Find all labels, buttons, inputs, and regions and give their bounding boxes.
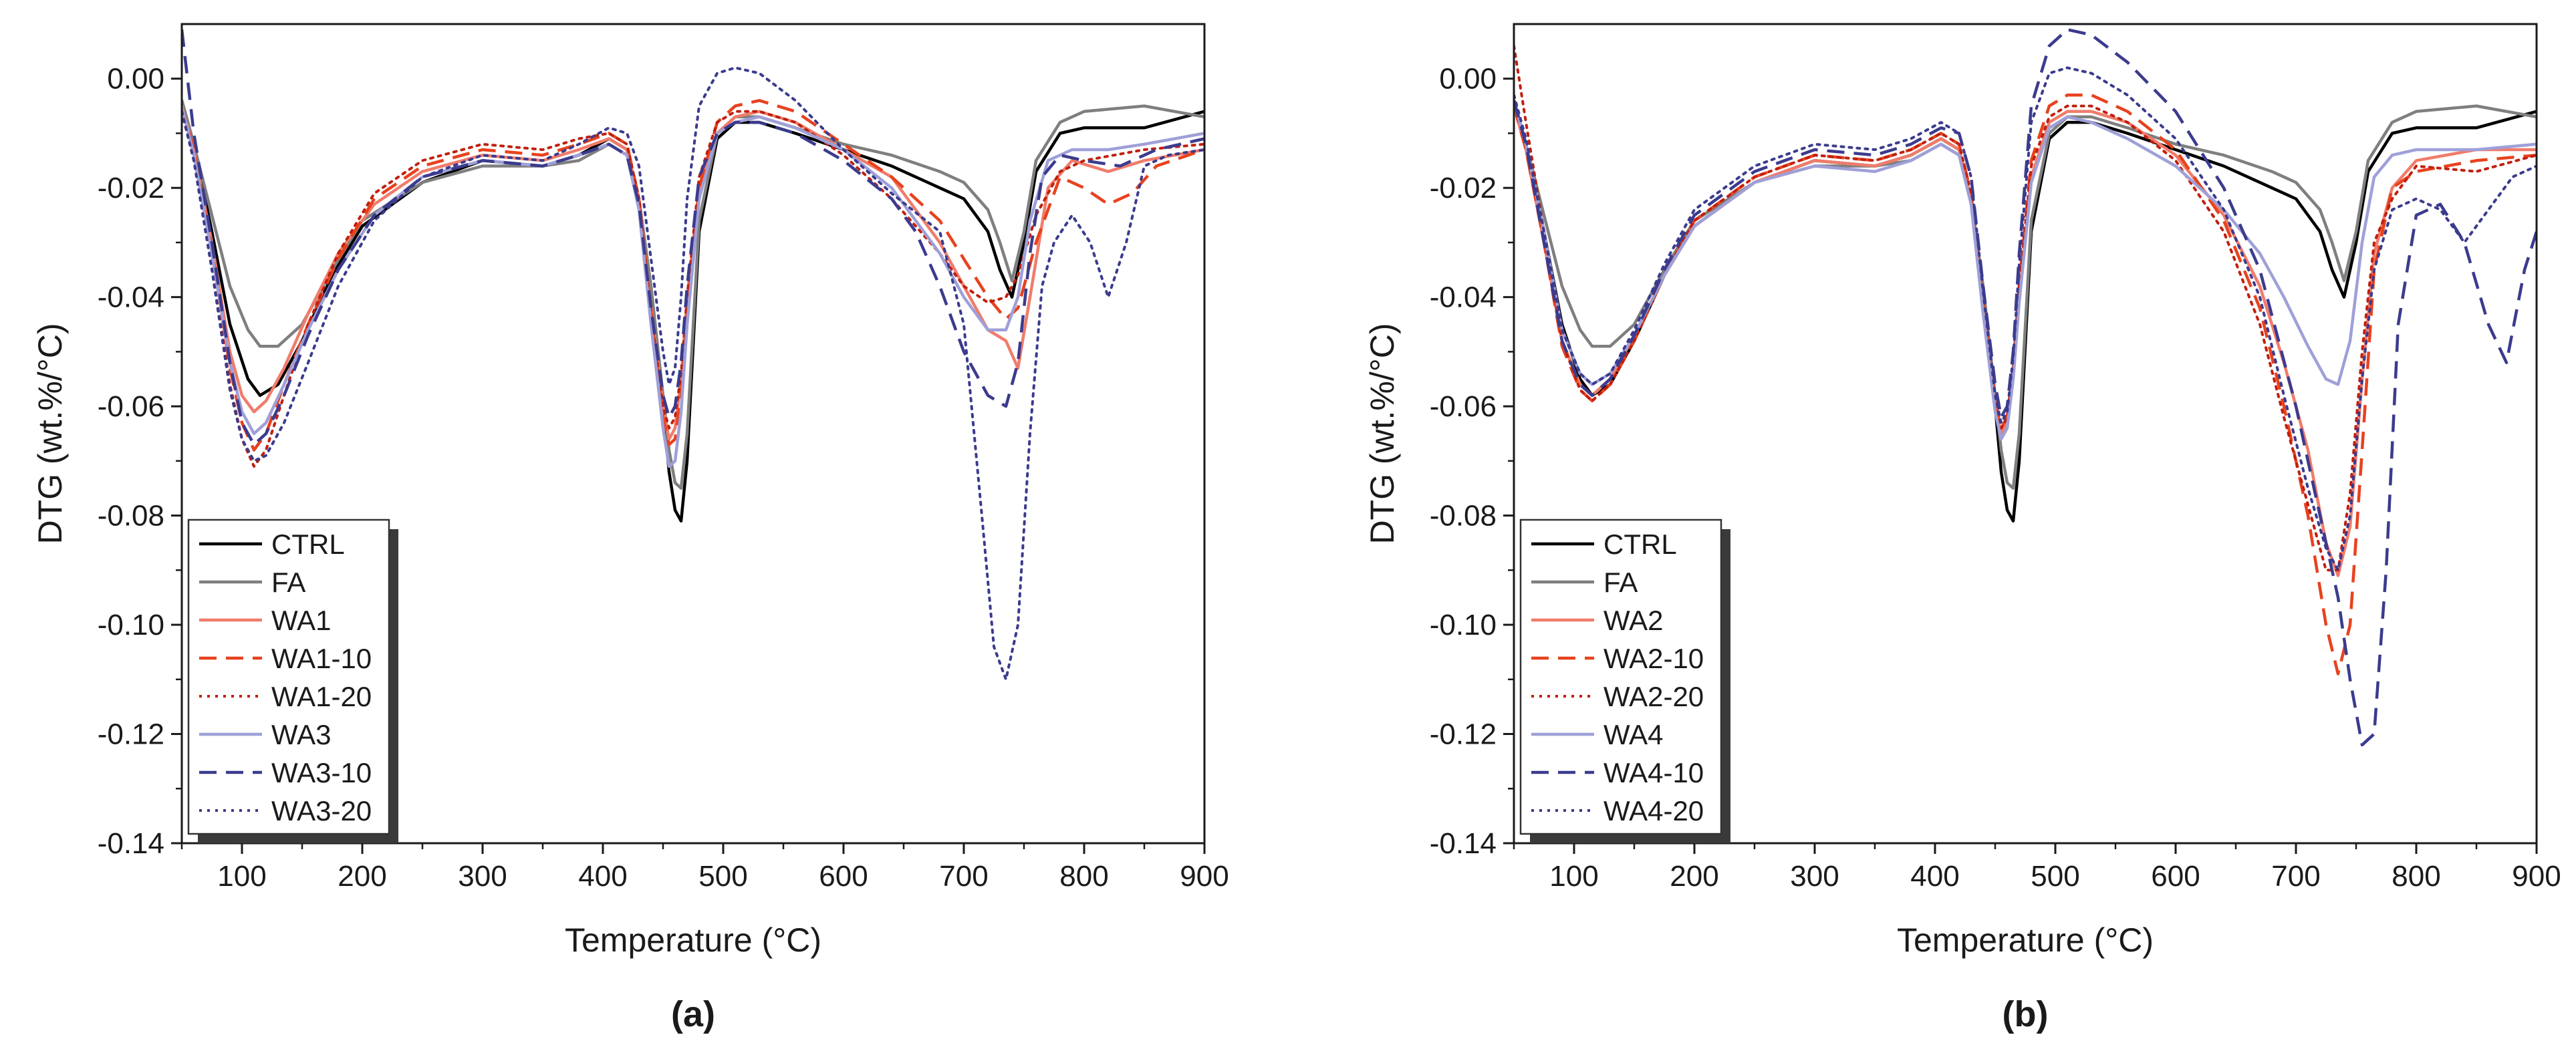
y-tick-label: -0.06: [1430, 390, 1497, 423]
series-line-ctrl: [182, 99, 1204, 523]
y-tick-label: -0.04: [1430, 281, 1497, 314]
legend: CTRL FA WA1 WA1-10 WA1-20 WA3 WA3-10 WA3-20: [187, 518, 398, 843]
y-tick-label: -0.08: [1430, 500, 1497, 533]
panel-b: 100 200 300 400 500 600 700 800 900 0.00 -0.02 -0.0…: [1364, 23, 2561, 1034]
plot-frame: [1513, 23, 2538, 845]
plot-frame: [180, 23, 1206, 845]
series-line-wa1-20: [182, 110, 1204, 468]
x-tick-label: 800: [1059, 860, 1108, 893]
legend-label: WA4-20: [1603, 795, 1704, 827]
x-tick-label: 200: [1670, 860, 1718, 893]
series-group: [182, 29, 1204, 681]
series-line-wa3-10: [182, 29, 1204, 446]
legend-label: WA3-10: [271, 757, 372, 788]
series-line-fa: [1514, 99, 2537, 490]
series-line-wa3-20: [182, 66, 1204, 681]
x-tick-label: 700: [939, 860, 988, 893]
y-tick-label: -0.12: [1430, 718, 1497, 751]
x-tick-label: 800: [2392, 860, 2440, 893]
series-line-wa4-10: [1514, 27, 2537, 747]
y-tick-label: 0.00: [1439, 63, 1497, 96]
series-line-wa1-10: [182, 99, 1204, 452]
legend-label: WA1-20: [271, 681, 372, 712]
y-tick-label: -0.10: [98, 609, 164, 641]
y-tick-label: -0.12: [98, 718, 164, 751]
legend-label: CTRL: [271, 529, 345, 560]
series-line-wa4: [1514, 99, 2537, 441]
legend-label: WA3: [271, 719, 331, 750]
y-tick-label: -0.06: [98, 390, 164, 423]
legend-label: WA2-20: [1603, 681, 1704, 712]
legend-box: [187, 518, 390, 835]
x-tick-label: 400: [578, 860, 627, 893]
x-tick-label: 900: [2512, 860, 2561, 893]
x-tick-label: 300: [1790, 860, 1839, 893]
y-tick-label: -0.10: [1430, 609, 1497, 641]
series-group: [1514, 27, 2537, 747]
y-tick-label: -0.14: [98, 827, 164, 860]
panel-a: 100 200 300 400 500 600 700 800 900 0.00 -0.02 -0.0…: [31, 23, 1229, 1034]
x-tick-label: 500: [698, 860, 747, 893]
y-axis-title: DTG (wt.%/°C): [1364, 323, 1401, 544]
y-tick-label: -0.14: [1430, 827, 1497, 860]
x-tick-label: 200: [338, 860, 386, 893]
y-axis-title: DTG (wt.%/°C): [31, 323, 69, 544]
y-tick-label: 0.00: [107, 63, 164, 96]
x-tick-label: 300: [458, 860, 507, 893]
legend-label: CTRL: [1603, 529, 1677, 560]
y-tick-label: -0.02: [98, 172, 164, 204]
legend-label: FA: [1603, 567, 1638, 598]
x-tick-label: 400: [1910, 860, 1959, 893]
legend-label: WA2-10: [1603, 643, 1704, 674]
x-tick-label: 600: [819, 860, 868, 893]
x-tick-label: 900: [1180, 860, 1229, 893]
series-line-fa: [182, 99, 1204, 490]
legend-label: WA2: [1603, 605, 1663, 636]
panel-label: (a): [671, 994, 715, 1034]
panel-label: (b): [2003, 994, 2049, 1034]
y-tick-label: -0.02: [1430, 172, 1497, 204]
legend-label: WA4: [1603, 719, 1663, 750]
y-tick-label: -0.04: [98, 281, 164, 314]
x-tick-label: 100: [217, 860, 266, 893]
legend-label: WA4-10: [1603, 757, 1704, 788]
x-tick-label: 600: [2151, 860, 2200, 893]
series-line-wa1: [182, 104, 1204, 441]
x-tick-label: 500: [2031, 860, 2079, 893]
x-tick-label: 700: [2271, 860, 2320, 893]
x-axis-title: Temperature (°C): [1897, 921, 2154, 959]
y-tick-label: -0.08: [98, 500, 164, 533]
legend-label: WA1-10: [271, 643, 372, 674]
legend-label: WA3-20: [271, 795, 372, 827]
series-line-wa4-20: [1514, 66, 2537, 572]
legend: CTRL FA WA2 WA2-10 WA2-20 WA4 WA4-10 WA4-20: [1519, 518, 1730, 843]
legend-box: [1519, 518, 1722, 835]
x-axis-title: Temperature (°C): [565, 921, 821, 959]
x-tick-label: 100: [1549, 860, 1598, 893]
series-line-wa3: [182, 104, 1204, 468]
legend-label: WA1: [271, 605, 331, 636]
legend-label: FA: [271, 567, 305, 598]
